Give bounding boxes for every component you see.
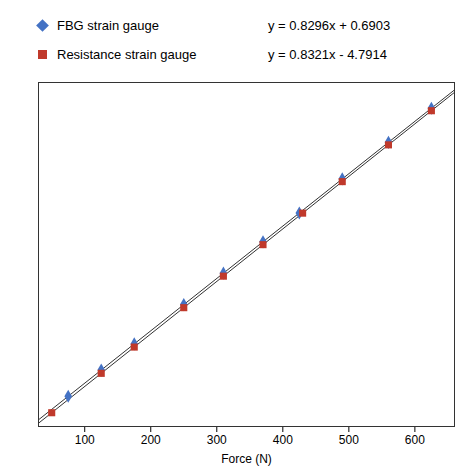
svg-text:200: 200	[141, 433, 161, 447]
svg-text:100: 100	[75, 433, 95, 447]
svg-text:500: 500	[339, 433, 359, 447]
html-text:y = 0.8321x - 4.7914: y = 0.8321x - 4.7914	[268, 47, 387, 62]
svg-text:Force (N): Force (N)	[221, 452, 272, 466]
html-text:Resistance strain gauge: Resistance strain gauge	[57, 47, 197, 62]
svg-text:600: 600	[405, 433, 425, 447]
svg-text:400: 400	[273, 433, 293, 447]
html-text:FBG strain gauge: FBG strain gauge	[57, 18, 159, 33]
html-text:y = 0.8296x + 0.6903: y = 0.8296x + 0.6903	[268, 18, 391, 33]
svg-text:300: 300	[207, 433, 227, 447]
